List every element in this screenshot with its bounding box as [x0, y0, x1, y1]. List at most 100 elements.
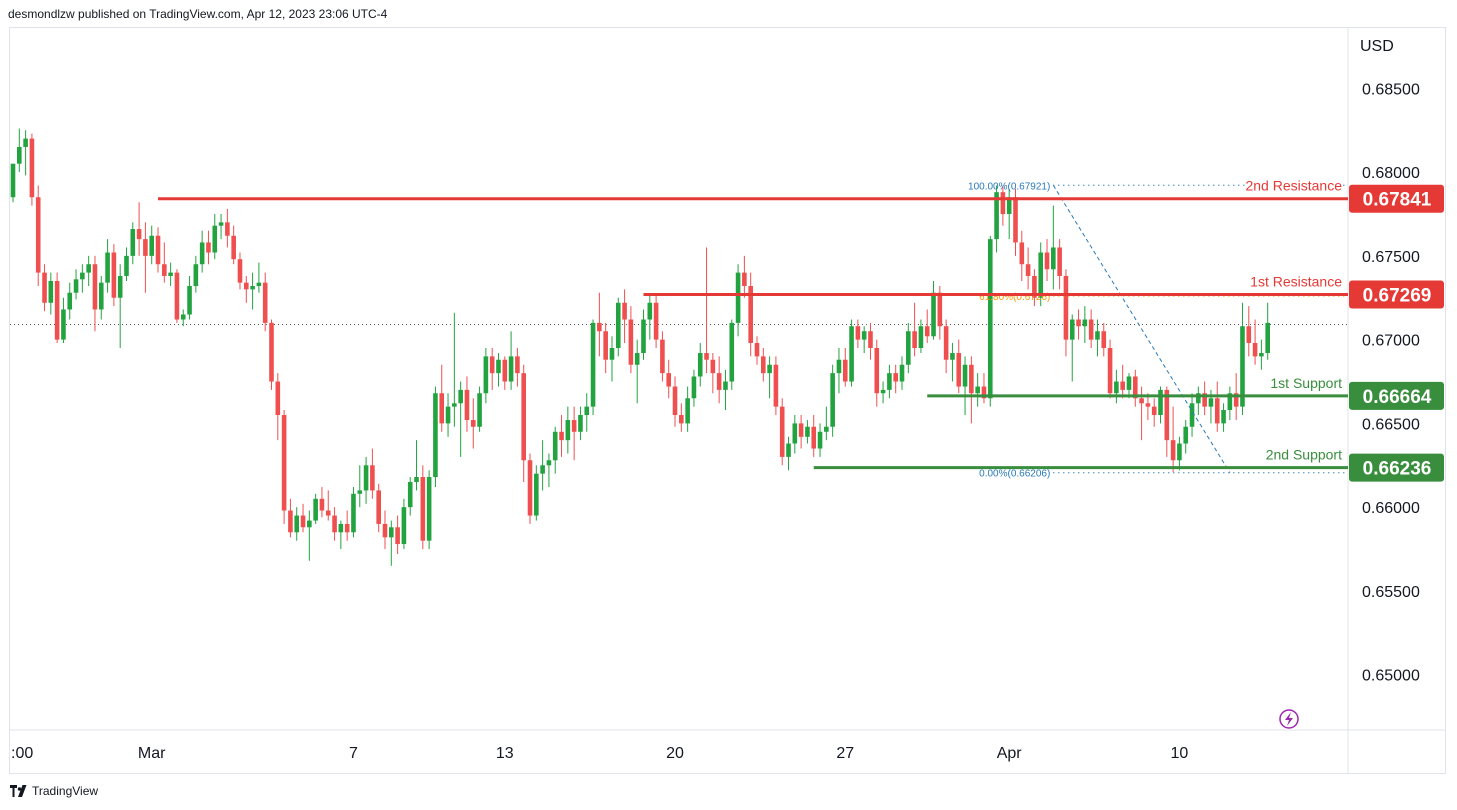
candle-body: [540, 465, 545, 474]
level-name: 1st Support: [1270, 375, 1342, 391]
fib-trend-line: [1052, 185, 1231, 473]
candle-body: [1265, 322, 1270, 354]
candle-body: [647, 302, 653, 320]
candle-body: [672, 386, 678, 416]
candle-body: [628, 319, 634, 365]
candle-body: [61, 309, 66, 340]
candle-body: [439, 393, 445, 424]
x-tick-label: 20: [666, 745, 684, 762]
candle-body: [1000, 192, 1006, 214]
candle-body: [1170, 440, 1176, 461]
candle-body: [1095, 331, 1100, 340]
candle-body: [294, 515, 300, 533]
candle-body: [760, 356, 766, 374]
price-tag: [1349, 184, 1444, 213]
candlestick-chart[interactable]: USD 0.68500 0.68000 0.67500 0.67000 0.66500 0.…: [10, 28, 1445, 773]
candle-body: [168, 272, 173, 276]
candle-body: [924, 326, 930, 337]
candle-body: [206, 242, 211, 253]
candle-body: [653, 302, 659, 340]
x-tick-label: 7: [349, 745, 358, 762]
candle-body: [615, 302, 621, 349]
candle-body: [319, 498, 325, 511]
candle-body: [1051, 247, 1056, 270]
level-name: 1st Resistance: [1250, 274, 1342, 290]
candle-body: [559, 431, 564, 441]
candle-body: [1240, 326, 1245, 407]
candle-body: [1221, 409, 1226, 424]
candle-body: [470, 420, 476, 427]
candle-body: [849, 326, 854, 382]
candle-body: [98, 282, 104, 310]
candle-body: [351, 493, 356, 533]
candle-body: [187, 286, 192, 315]
x-tick-label: 27: [836, 745, 854, 762]
candle-body: [742, 272, 747, 287]
candle-body: [407, 482, 413, 508]
candle-body: [269, 322, 274, 382]
candle-body: [489, 356, 495, 374]
candle-body: [943, 326, 949, 360]
candle-body: [830, 373, 835, 427]
candle-body: [458, 389, 463, 404]
candle-body: [868, 331, 873, 349]
candle-body: [735, 272, 741, 323]
candle-body: [1189, 403, 1195, 427]
tradingview-brand: TradingView: [32, 784, 99, 798]
candle-body: [10, 163, 16, 198]
candle-body: [546, 460, 552, 466]
candle-body: [521, 373, 527, 461]
candle-body: [452, 403, 457, 407]
level-name: 2nd Resistance: [1245, 178, 1342, 194]
candle-body: [679, 415, 684, 424]
candle-body: [811, 426, 817, 449]
level-name: 2nd Support: [1266, 447, 1342, 463]
currency-label: USD: [1360, 38, 1394, 55]
lightning-icon: [1279, 709, 1299, 729]
candle-body: [660, 339, 665, 374]
candle-body: [1158, 389, 1163, 416]
price-tag: [1349, 453, 1444, 482]
candle-body: [1214, 398, 1220, 424]
price-tag-label: 0.66664: [1363, 387, 1432, 408]
candle-body: [786, 443, 791, 457]
candle-body: [136, 229, 142, 240]
candle-body: [842, 359, 848, 382]
y-tick-label: 0.66000: [1362, 500, 1420, 517]
candle-body: [994, 192, 999, 240]
candle-body: [987, 239, 993, 399]
price-tag-label: 0.67841: [1363, 190, 1432, 211]
candle-body: [73, 279, 79, 293]
candle-body: [344, 523, 350, 533]
fib-label-0: 0.00%(0.66206): [979, 469, 1050, 480]
y-tick-label: 0.67500: [1362, 249, 1420, 266]
candle-body: [609, 348, 615, 360]
candle-body: [779, 406, 785, 457]
candle-body: [445, 406, 451, 424]
candle-body: [710, 359, 716, 374]
candle-body: [534, 473, 539, 516]
y-tick-label: 0.67000: [1362, 333, 1420, 350]
candle-body: [370, 465, 375, 491]
candle-body: [937, 292, 943, 327]
chart-frame[interactable]: USD 0.68500 0.68000 0.67500 0.67000 0.66500 0.…: [9, 27, 1446, 774]
candle-body: [1038, 252, 1044, 298]
candle-body: [225, 222, 230, 236]
candle-body: [773, 364, 779, 407]
candle-body: [1227, 393, 1233, 410]
candle-body: [552, 431, 558, 461]
candle-body: [723, 381, 728, 390]
x-tick-label: :00: [11, 745, 33, 762]
tradingview-footer[interactable]: TradingView: [10, 784, 98, 798]
candle-body: [1126, 376, 1132, 390]
candle-body: [464, 389, 470, 421]
candle-body: [1164, 389, 1170, 441]
fib-label-100: 100.00%(0.67921): [968, 181, 1050, 192]
candle-body: [950, 353, 955, 360]
candle-body: [622, 302, 627, 320]
candle-body: [389, 527, 394, 538]
candle-body: [231, 235, 236, 260]
candle-body: [363, 465, 369, 491]
price-tag: [1349, 280, 1444, 309]
candle-body: [590, 322, 596, 407]
